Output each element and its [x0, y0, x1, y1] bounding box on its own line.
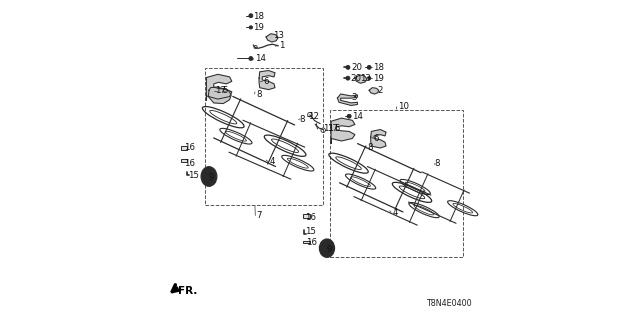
Polygon shape [207, 74, 232, 100]
Text: 7: 7 [257, 211, 262, 220]
Bar [303, 214, 310, 218]
Polygon shape [369, 88, 379, 94]
Text: 8: 8 [367, 143, 372, 152]
Text: 19: 19 [373, 74, 384, 83]
Text: 11: 11 [323, 124, 334, 133]
Text: T8N4E0400: T8N4E0400 [426, 300, 472, 308]
Text: 17: 17 [327, 124, 338, 133]
Circle shape [367, 76, 371, 80]
Text: 4: 4 [392, 208, 398, 217]
Bar [303, 241, 310, 243]
Polygon shape [266, 34, 278, 42]
Circle shape [367, 66, 371, 69]
Bar [330, 110, 463, 257]
Circle shape [249, 57, 253, 60]
Text: 1: 1 [279, 41, 284, 50]
Text: FR.: FR. [178, 286, 197, 296]
Bar [181, 146, 188, 150]
Polygon shape [209, 87, 231, 104]
Text: 14: 14 [352, 112, 363, 121]
Text: 9: 9 [209, 173, 214, 182]
Bar [181, 159, 188, 162]
Polygon shape [259, 70, 275, 90]
Text: 8: 8 [256, 90, 261, 99]
Text: 10: 10 [397, 102, 409, 111]
Text: 16: 16 [306, 238, 317, 247]
Circle shape [348, 114, 351, 118]
Text: 12: 12 [308, 112, 319, 121]
Text: 20: 20 [351, 74, 362, 83]
Text: 5: 5 [334, 124, 340, 133]
Polygon shape [371, 130, 386, 148]
Text: 5: 5 [223, 86, 228, 95]
Text: 2: 2 [377, 86, 383, 95]
Text: 3: 3 [351, 93, 356, 102]
Circle shape [346, 66, 350, 69]
Text: 6: 6 [264, 77, 269, 86]
Polygon shape [355, 75, 367, 83]
Text: 16: 16 [305, 213, 316, 222]
Text: 13: 13 [360, 74, 371, 83]
Circle shape [249, 26, 252, 29]
Text: 19: 19 [253, 23, 264, 32]
Ellipse shape [201, 167, 217, 186]
Circle shape [249, 14, 253, 18]
Text: 8: 8 [435, 159, 440, 168]
Text: 6: 6 [373, 134, 379, 143]
Text: 14: 14 [255, 54, 266, 63]
Bar [205, 68, 323, 205]
Text: 16: 16 [184, 143, 195, 152]
Polygon shape [337, 94, 357, 105]
Text: 4: 4 [269, 157, 275, 166]
Text: 17: 17 [214, 86, 226, 95]
Ellipse shape [319, 239, 335, 257]
Text: 13: 13 [273, 31, 284, 40]
Text: 20: 20 [351, 63, 362, 72]
Text: 18: 18 [253, 12, 264, 21]
Text: 15: 15 [305, 227, 316, 236]
Text: 16: 16 [184, 159, 195, 168]
Circle shape [346, 76, 350, 80]
Text: 15: 15 [188, 171, 199, 180]
Text: 18: 18 [373, 63, 384, 72]
Polygon shape [331, 118, 355, 143]
Text: 8: 8 [300, 115, 305, 124]
Text: 9: 9 [326, 245, 332, 254]
